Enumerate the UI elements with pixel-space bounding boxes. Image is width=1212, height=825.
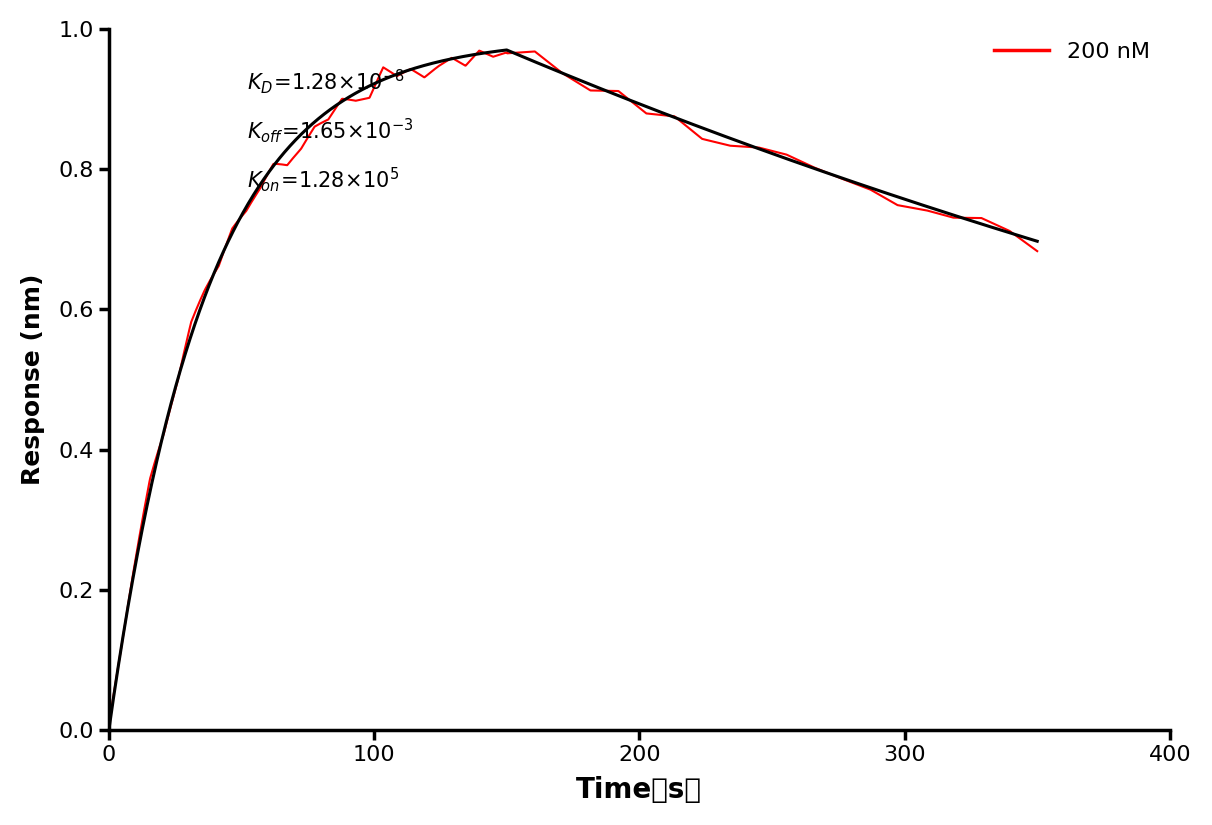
Legend: 200 nM: 200 nM: [984, 33, 1159, 71]
Text: $K_D\!=\!1.28\!\times\!10^{-8}$: $K_D\!=\!1.28\!\times\!10^{-8}$: [247, 68, 405, 97]
Text: $K_{on}\!=\!1.28\!\times\!10^{5}$: $K_{on}\!=\!1.28\!\times\!10^{5}$: [247, 166, 399, 195]
Y-axis label: Response (nm): Response (nm): [21, 274, 45, 485]
Text: $K_{off}\!=\!1.65\!\times\!10^{-3}$: $K_{off}\!=\!1.65\!\times\!10^{-3}$: [247, 116, 413, 145]
X-axis label: Time（s）: Time（s）: [577, 776, 702, 804]
